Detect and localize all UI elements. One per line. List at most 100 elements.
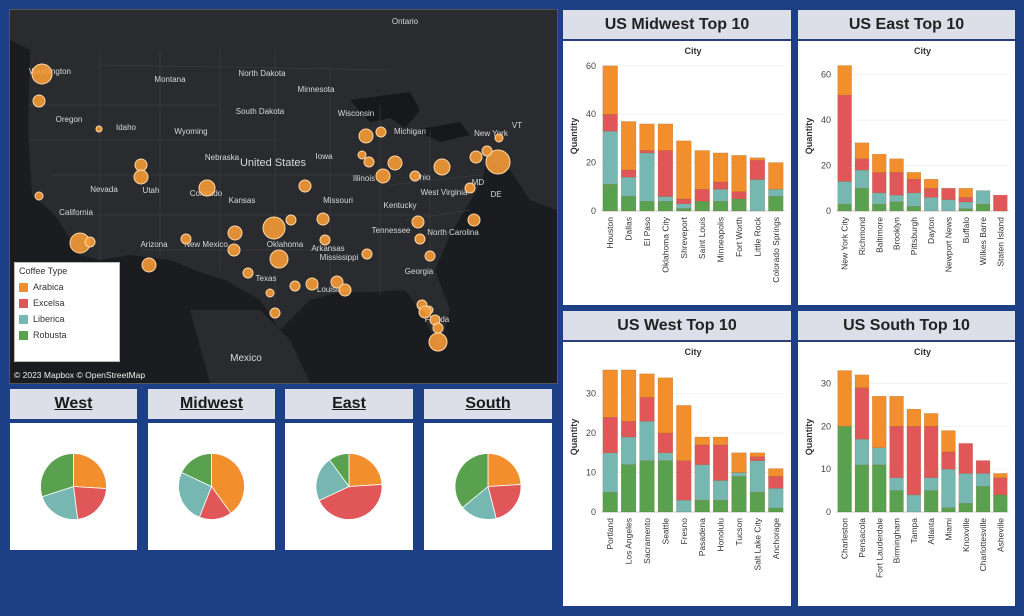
bar-segment-arabica[interactable] xyxy=(694,150,710,190)
bar-segment-arabica[interactable] xyxy=(749,157,766,161)
pie-slice-arabica[interactable] xyxy=(73,453,107,489)
bar-segment-robusta[interactable] xyxy=(854,464,870,513)
pie-slice-robusta[interactable] xyxy=(40,453,74,498)
coffee-location-marker[interactable] xyxy=(387,155,403,171)
bar-segment-arabica[interactable] xyxy=(768,162,784,190)
coffee-location-marker[interactable] xyxy=(32,94,46,108)
bar-segment-robusta[interactable] xyxy=(639,460,655,513)
bar-segment-robusta[interactable] xyxy=(941,507,956,513)
bar-chart-west[interactable]: City Quantity 0 10 20 30 Portland Los Angeles Sa… xyxy=(563,342,791,606)
bar-segment-excelsa[interactable] xyxy=(941,188,956,200)
bar-segment-arabica[interactable] xyxy=(854,142,870,159)
coffee-location-marker[interactable] xyxy=(298,179,312,193)
coffee-location-marker[interactable] xyxy=(265,288,275,298)
bar-segment-excelsa[interactable] xyxy=(657,432,674,454)
bar-segment-robusta[interactable] xyxy=(676,208,692,212)
bar-segment-robusta[interactable] xyxy=(837,426,852,513)
bar-segment-robusta[interactable] xyxy=(958,503,973,513)
coffee-location-marker[interactable] xyxy=(467,213,481,227)
pie-slice-robusta[interactable] xyxy=(181,453,212,488)
bar-segment-robusta[interactable] xyxy=(639,201,655,212)
bar-segment-liberica[interactable] xyxy=(731,472,747,477)
pie-chart-south[interactable] xyxy=(424,423,552,550)
bar-segment-arabica[interactable] xyxy=(837,370,852,427)
bar-segment-robusta[interactable] xyxy=(975,203,991,212)
bar-segment-robusta[interactable] xyxy=(906,206,922,212)
bar-segment-excelsa[interactable] xyxy=(993,194,1008,212)
bar-segment-arabica[interactable] xyxy=(602,65,618,115)
bar-segment-liberica[interactable] xyxy=(889,194,904,203)
bar-segment-robusta[interactable] xyxy=(854,188,870,212)
bar-segment-robusta[interactable] xyxy=(993,494,1008,513)
bar-segment-robusta[interactable] xyxy=(620,464,637,513)
bar-segment-arabica[interactable] xyxy=(941,430,956,453)
bar-segment-arabica[interactable] xyxy=(889,158,904,173)
bar-segment-arabica[interactable] xyxy=(889,396,904,427)
bar-segment-robusta[interactable] xyxy=(837,203,852,212)
bar-segment-excelsa[interactable] xyxy=(889,172,904,196)
coffee-location-marker[interactable] xyxy=(494,133,504,143)
coffee-location-marker[interactable] xyxy=(418,305,432,319)
coffee-location-marker[interactable] xyxy=(285,214,297,226)
bar-segment-excelsa[interactable] xyxy=(906,426,922,496)
bar-segment-liberica[interactable] xyxy=(712,480,729,501)
coffee-location-marker[interactable] xyxy=(227,243,241,257)
coffee-location-marker[interactable] xyxy=(95,125,103,133)
coffee-location-marker[interactable] xyxy=(338,283,352,297)
bar-segment-liberica[interactable] xyxy=(712,188,729,202)
coffee-location-marker[interactable] xyxy=(269,249,289,269)
bar-segment-liberica[interactable] xyxy=(872,447,887,466)
bar-chart-south[interactable]: City Quantity 0 10 20 30 Charleston Pensacola Fo… xyxy=(798,342,1015,606)
coffee-location-marker[interactable] xyxy=(361,248,373,260)
region-title-east[interactable]: East xyxy=(285,389,413,419)
bar-segment-liberica[interactable] xyxy=(676,499,692,513)
bar-segment-liberica[interactable] xyxy=(676,203,692,209)
region-title-west[interactable]: West xyxy=(10,389,137,419)
bar-segment-robusta[interactable] xyxy=(657,460,674,513)
pie-slice-robusta[interactable] xyxy=(329,453,350,488)
coffee-location-marker[interactable] xyxy=(133,169,149,185)
bar-segment-robusta[interactable] xyxy=(923,490,939,513)
bar-segment-liberica[interactable] xyxy=(958,473,973,504)
bar-segment-liberica[interactable] xyxy=(854,438,870,466)
coffee-location-marker[interactable] xyxy=(428,332,448,352)
bar-segment-robusta[interactable] xyxy=(694,499,710,513)
bar-segment-liberica[interactable] xyxy=(975,190,991,205)
bar-segment-liberica[interactable] xyxy=(923,197,939,212)
coffee-location-marker[interactable] xyxy=(481,145,493,157)
bar-segment-excelsa[interactable] xyxy=(854,387,870,440)
coffee-location-marker[interactable] xyxy=(134,158,148,172)
coffee-location-marker[interactable] xyxy=(432,322,444,334)
coffee-location-marker[interactable] xyxy=(469,150,483,164)
coffee-location-marker[interactable] xyxy=(424,250,436,262)
bar-segment-liberica[interactable] xyxy=(602,130,618,185)
bar-segment-arabica[interactable] xyxy=(854,374,870,388)
bar-segment-robusta[interactable] xyxy=(602,184,618,212)
bar-segment-liberica[interactable] xyxy=(975,473,991,487)
pie-slice-liberica[interactable] xyxy=(178,471,213,518)
bar-segment-arabica[interactable] xyxy=(872,153,887,173)
bar-segment-arabica[interactable] xyxy=(639,123,655,151)
bar-segment-excelsa[interactable] xyxy=(639,397,655,422)
bar-chart-east[interactable]: City Quantity 0 20 40 60 New York City Richmond… xyxy=(798,41,1015,305)
bar-segment-robusta[interactable] xyxy=(768,507,784,513)
coffee-location-marker[interactable] xyxy=(198,179,216,197)
region-title-midwest[interactable]: Midwest xyxy=(148,389,275,419)
pie-slice-excelsa[interactable] xyxy=(487,484,522,519)
bar-segment-robusta[interactable] xyxy=(620,196,637,212)
coffee-location-marker[interactable] xyxy=(319,234,331,246)
map-panel[interactable]: OntarioWashingtonMontanaNorth DakotaMinn… xyxy=(9,9,558,384)
bar-segment-liberica[interactable] xyxy=(749,460,766,493)
bar-segment-robusta[interactable] xyxy=(975,486,991,513)
coffee-location-marker[interactable] xyxy=(84,236,96,248)
coffee-location-marker[interactable] xyxy=(411,215,425,229)
bar-segment-excelsa[interactable] xyxy=(906,178,922,194)
bar-segment-excelsa[interactable] xyxy=(768,476,784,489)
bar-segment-robusta[interactable] xyxy=(731,198,747,212)
bar-segment-arabica[interactable] xyxy=(768,468,784,477)
bar-chart-midwest[interactable]: City Quantity 0 20 40 60 Houston Dallas El Paso O… xyxy=(563,41,791,305)
bar-segment-excelsa[interactable] xyxy=(602,113,618,132)
coffee-location-marker[interactable] xyxy=(269,307,281,319)
bar-segment-arabica[interactable] xyxy=(620,369,637,422)
bar-segment-liberica[interactable] xyxy=(749,179,766,212)
